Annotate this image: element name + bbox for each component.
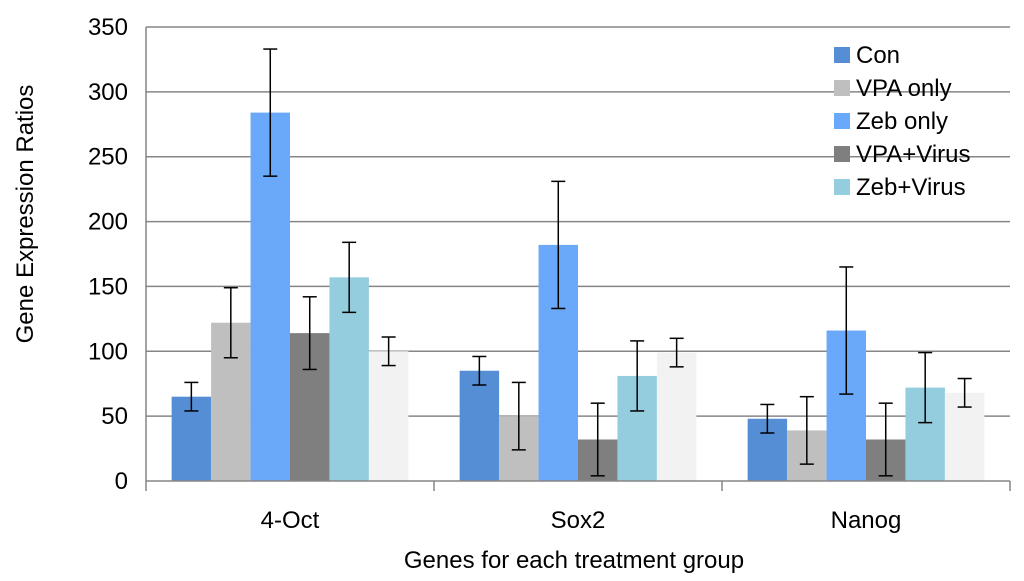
legend-label: VPA+Virus (856, 141, 971, 168)
legend: Con VPA only Zeb only VPA+Virus Zeb+Virus (834, 42, 971, 201)
bar (368, 351, 409, 481)
legend-swatch (834, 146, 850, 162)
legend-label: Con (856, 42, 900, 69)
y-tick-label: 50 (101, 403, 128, 430)
y-tick-label: 250 (88, 144, 128, 171)
legend-swatch (834, 80, 850, 96)
axes (145, 27, 1011, 491)
legend-swatch (834, 179, 850, 195)
x-tick-label: Sox2 (551, 507, 606, 534)
y-axis-title: Gene Expression Ratios (12, 85, 39, 344)
y-tick-label: 100 (88, 338, 128, 365)
bar (656, 352, 697, 481)
y-tick-label: 0 (115, 468, 128, 495)
y-tick-labels: 0 50 100 150 200 250 300 350 (88, 14, 128, 495)
y-tick-label: 200 (88, 209, 128, 236)
bar (459, 370, 500, 481)
legend-swatch (834, 113, 850, 129)
legend-swatch (834, 47, 850, 63)
y-tick-label: 350 (88, 14, 128, 41)
y-tick-label: 150 (88, 273, 128, 300)
legend-label: Zeb only (856, 108, 948, 135)
x-tick-label: 4-Oct (261, 507, 320, 534)
legend-label: Zeb+Virus (856, 174, 966, 201)
x-tick-label: Nanog (831, 507, 902, 534)
x-axis-title: Genes for each treatment group (404, 547, 744, 574)
y-tick-label: 300 (88, 79, 128, 106)
error-bar-group (184, 48, 972, 477)
legend-label: VPA only (856, 75, 952, 102)
x-tick-labels: 4-Oct Sox2 Nanog (261, 507, 902, 534)
